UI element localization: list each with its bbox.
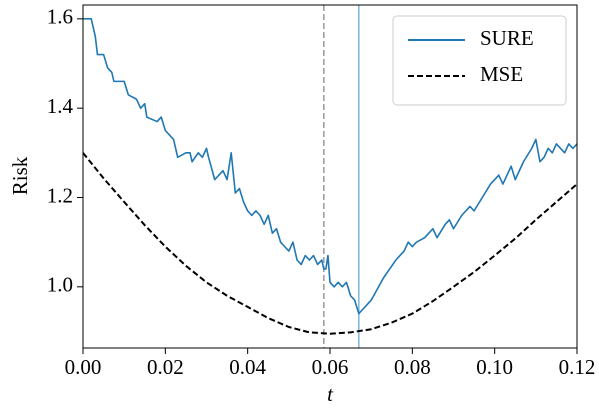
x-tick-label: 0.08 <box>394 355 431 379</box>
y-tick-label: 1.6 <box>47 5 73 29</box>
legend-label: SURE <box>480 26 534 50</box>
x-tick-label: 0.02 <box>147 355 184 379</box>
y-tick-label: 1.4 <box>47 94 74 118</box>
y-axis-label: Risk <box>8 156 32 195</box>
x-tick-label: 0.04 <box>229 355 266 379</box>
series-line <box>82 152 578 335</box>
x-tick-label: 0.00 <box>65 355 102 379</box>
legend-box <box>392 15 567 106</box>
series-line <box>83 18 578 315</box>
x-axis-label: t <box>327 382 334 406</box>
x-tick-label: 0.10 <box>476 355 513 379</box>
y-tick-label: 1.0 <box>47 273 73 297</box>
x-tick-label: 0.06 <box>312 355 349 379</box>
x-tick-label: 0.12 <box>559 355 596 379</box>
y-tick-label: 1.2 <box>47 183 73 207</box>
legend-label: MSE <box>480 62 523 86</box>
plot-frame <box>82 4 578 349</box>
